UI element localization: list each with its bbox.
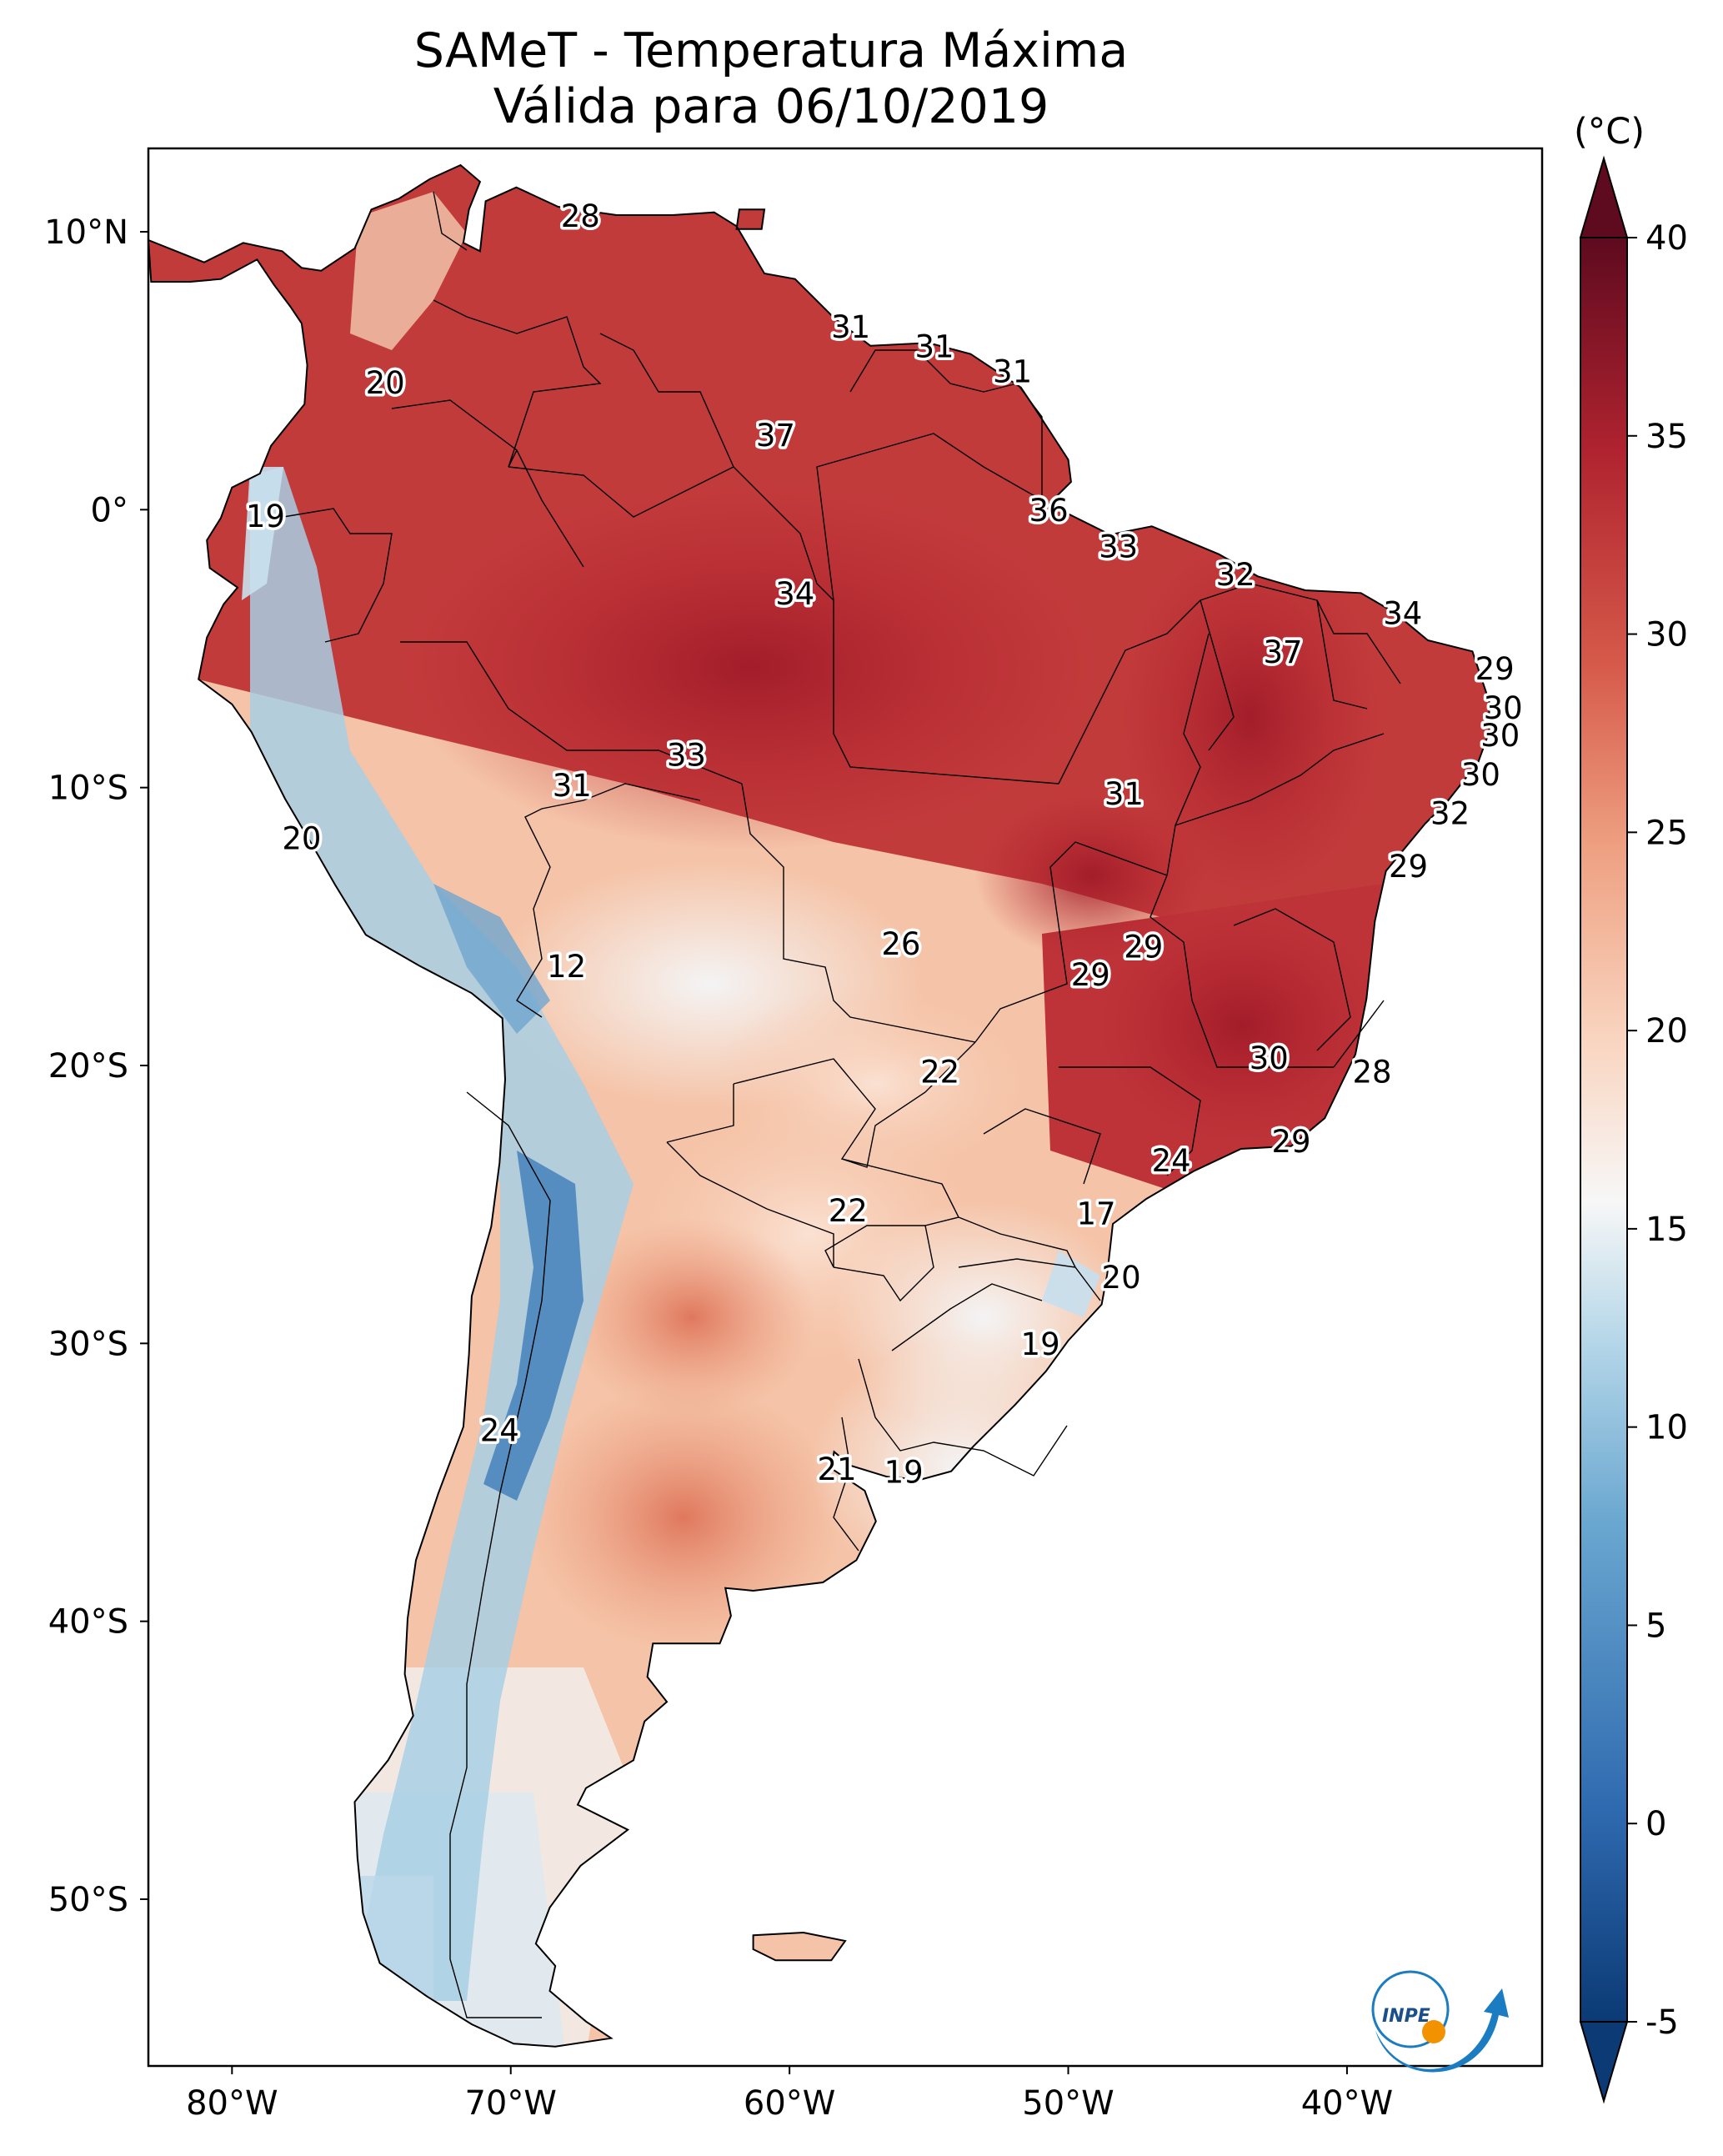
lon-tick-label: 80°W <box>186 2084 278 2123</box>
colorbar-unit: (°C) <box>1574 111 1645 153</box>
temperature-label: 20 <box>282 821 321 857</box>
country-state-borders <box>283 191 1401 2018</box>
temperature-label: 19 <box>246 499 285 534</box>
temperature-label: 28 <box>561 198 600 234</box>
map-title: SAMeT - Temperatura Máxima <box>413 23 1129 78</box>
temperature-label: 31 <box>993 354 1032 390</box>
lat-tick-label: 30°S <box>48 1325 128 1363</box>
inpe-logo-dot <box>1422 2020 1445 2043</box>
temperature-label: 26 <box>881 926 920 962</box>
colorbar-tick-label: 20 <box>1645 1012 1688 1050</box>
temperature-label: 12 <box>547 949 586 985</box>
colorbar-upper-extension <box>1579 155 1629 238</box>
colorbar: 40 35 30 25 20 15 10 5 0 -5 (°C) <box>1574 111 1688 2104</box>
temperature-label: 33 <box>667 738 706 774</box>
temperature-label: 30 <box>1480 718 1520 754</box>
temperature-label: 32 <box>1216 557 1255 593</box>
temperature-label: 29 <box>1475 651 1515 687</box>
coastline <box>147 163 1490 2048</box>
colorbar-tick-label: 40 <box>1645 219 1688 258</box>
temperature-label: 24 <box>480 1413 519 1449</box>
temperature-label: 30 <box>1484 690 1523 726</box>
colorbar-tick-label: 5 <box>1645 1607 1666 1645</box>
colorbar-tick-label: -5 <box>1645 2003 1679 2042</box>
colorbar-gradient <box>1580 237 1628 2023</box>
temperature-label: 37 <box>756 418 795 454</box>
temperature-label: 34 <box>775 576 814 612</box>
inpe-logo: INPE <box>1371 1970 1509 2073</box>
lat-tick-label: 10°N <box>44 213 128 252</box>
temperature-label: 29 <box>1124 930 1163 965</box>
temperature-label: 31 <box>553 768 592 804</box>
temperature-label: 28 <box>1352 1055 1391 1091</box>
temperature-label: 33 <box>1099 529 1138 565</box>
temperature-label: 29 <box>1071 957 1110 993</box>
temperature-label: 37 <box>1263 634 1302 670</box>
lat-tick-label: 10°S <box>48 770 128 808</box>
temperature-label: 19 <box>1021 1326 1060 1362</box>
temperature-label: 32 <box>1430 796 1470 832</box>
lat-tick-label: 20°S <box>48 1047 128 1086</box>
temperature-label: 19 <box>884 1455 924 1491</box>
temperature-label: 36 <box>1029 493 1069 529</box>
colorbar-tick-label: 15 <box>1645 1211 1688 1249</box>
temperature-label: 20 <box>366 365 405 401</box>
latitude-axis: 10°N 0° 10°S 20°S 30°S 40°S 50°S <box>44 213 148 1919</box>
colorbar-lower-extension <box>1579 2021 1629 2104</box>
temperature-label: 21 <box>817 1452 856 1487</box>
lon-tick-label: 40°W <box>1301 2084 1393 2123</box>
longitude-axis: 80°W 70°W 60°W 50°W 40°W <box>186 2066 1393 2123</box>
lat-tick-label: 50°S <box>48 1881 128 1919</box>
colorbar-tick-label: 35 <box>1645 418 1688 456</box>
temperature-label: 31 <box>1104 776 1144 812</box>
temperature-label: 30 <box>1250 1040 1289 1076</box>
colorbar-tick-label: 0 <box>1645 1805 1666 1843</box>
temperature-label: 29 <box>1271 1124 1310 1160</box>
temperature-label: 34 <box>1383 596 1422 632</box>
temperature-label: 31 <box>914 329 954 365</box>
temperature-label: 22 <box>829 1193 868 1229</box>
lon-tick-label: 60°W <box>744 2084 835 2123</box>
inpe-logo-text: INPE <box>1382 2006 1430 2027</box>
temperature-label: 29 <box>1389 849 1428 885</box>
temperature-label: 20 <box>1102 1260 1141 1296</box>
temperature-label: 22 <box>920 1055 959 1091</box>
lat-tick-label: 0° <box>91 491 128 529</box>
colorbar-tick-label: 25 <box>1645 814 1688 852</box>
colorbar-tick-label: 10 <box>1645 1409 1688 1447</box>
temperature-label: 31 <box>831 309 870 345</box>
lon-tick-label: 70°W <box>464 2084 556 2123</box>
colorbar-tick-label: 30 <box>1645 616 1688 654</box>
lon-tick-label: 50°W <box>1022 2084 1114 2123</box>
lat-tick-label: 40°S <box>48 1603 128 1642</box>
temperature-label: 30 <box>1461 757 1500 793</box>
temperature-label: 24 <box>1152 1143 1191 1179</box>
map-subtitle: Válida para 06/10/2019 <box>493 79 1049 134</box>
temperature-label: 17 <box>1076 1196 1115 1232</box>
